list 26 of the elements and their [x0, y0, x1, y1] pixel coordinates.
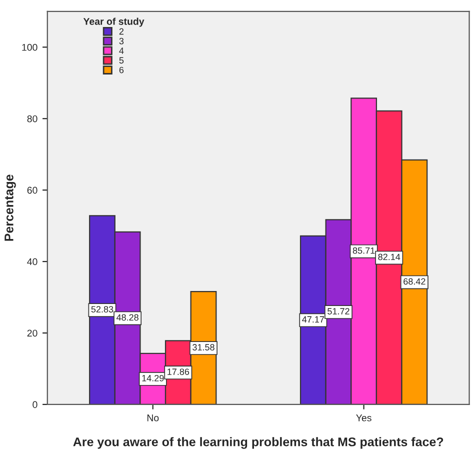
y-tick-label: 80	[27, 115, 38, 122]
y-tick-label: 40	[27, 258, 38, 266]
legend-label: 6	[119, 66, 124, 74]
data-label: 47.17	[302, 316, 324, 323]
data-label: 52.83	[91, 306, 114, 312]
data-label: 31.58	[192, 344, 214, 350]
y-tick-label: 60	[27, 186, 38, 194]
data-label: 48.28	[116, 314, 138, 321]
legend-title: Year of study	[83, 18, 144, 27]
data-label: 51.72	[328, 308, 350, 314]
legend-label: 2	[119, 28, 124, 35]
data-label: 85.71	[352, 247, 375, 254]
data-label: 68.42	[404, 278, 426, 285]
data-label: 14.29	[142, 374, 164, 382]
x-tick-label: No	[147, 414, 159, 422]
data-label: 17.86	[168, 368, 190, 375]
legend-label: 3	[119, 38, 124, 44]
x-tick-label: Yes	[356, 414, 372, 422]
legend-label: 5	[119, 57, 124, 64]
y-tick-label: 100	[22, 44, 38, 51]
y-tick-label: 0	[32, 401, 38, 408]
x-axis-title: Are you aware of the learning problems that MS patients face?	[73, 437, 444, 449]
data-label: 82.14	[378, 254, 400, 260]
legend-label: 4	[119, 48, 124, 54]
y-axis-title: Percentage	[4, 174, 16, 241]
y-tick-label: 20	[27, 330, 38, 337]
